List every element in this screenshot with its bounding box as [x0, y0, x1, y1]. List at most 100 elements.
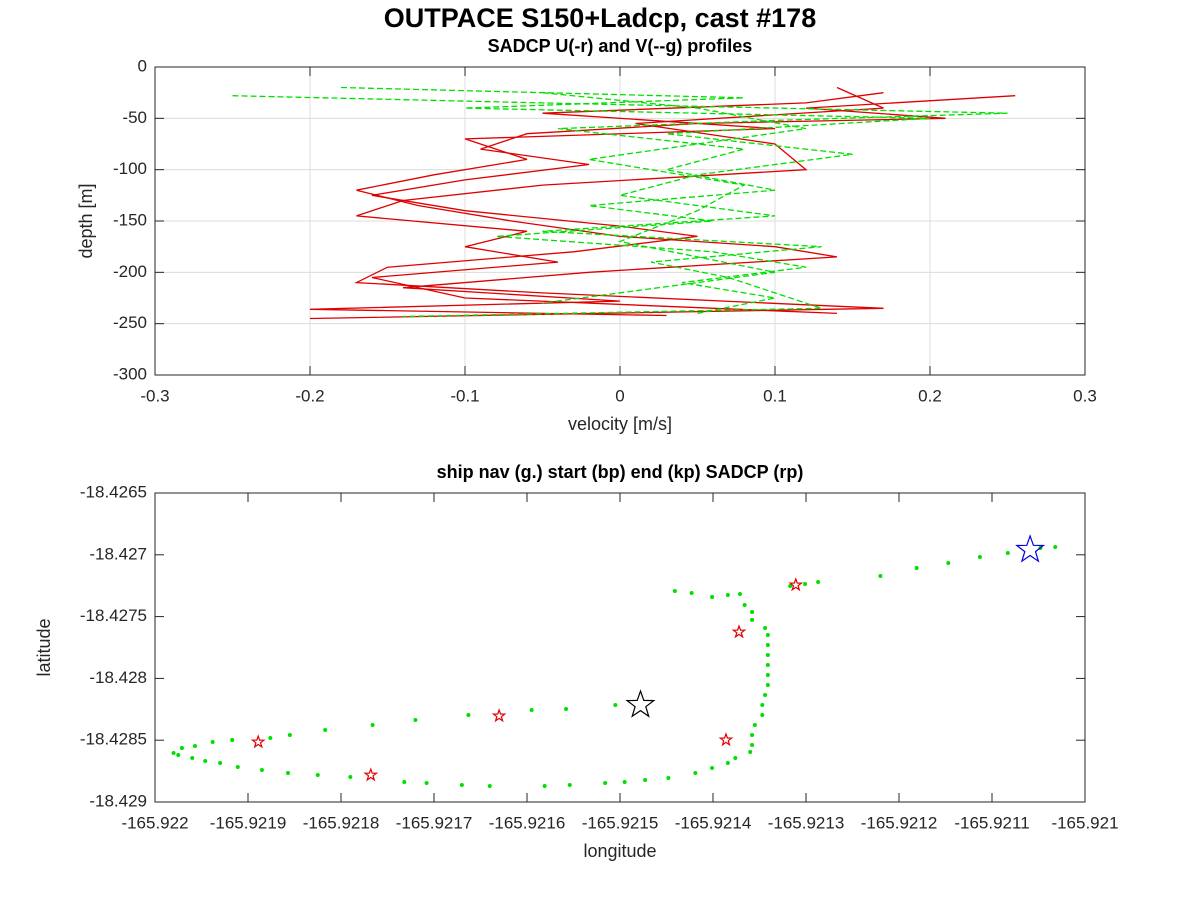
nav-point [1005, 550, 1010, 555]
nav-point [268, 735, 273, 740]
nav-point [672, 589, 677, 594]
nav-point [171, 751, 176, 756]
nav-point [737, 591, 742, 596]
nav-point [529, 708, 534, 713]
nav-point [192, 744, 197, 749]
nav-point [765, 633, 770, 638]
nav-point [487, 784, 492, 789]
y-tick-label: -18.428 [89, 668, 147, 687]
nav-point [613, 702, 618, 707]
x-tick-label: -165.9215 [582, 813, 659, 832]
profile-line [542, 92, 807, 304]
x-axis-label: longitude [583, 841, 656, 861]
nav-point [666, 776, 671, 781]
nav-point [977, 555, 982, 560]
nav-point [287, 733, 292, 738]
y-tick-label: -100 [113, 159, 147, 178]
x-tick-label: 0.1 [763, 386, 787, 405]
nav-point [760, 712, 765, 717]
y-tick-label: -18.429 [89, 791, 147, 810]
nav-point [742, 602, 747, 607]
y-tick-label: 0 [138, 56, 147, 75]
y-tick-label: -18.4265 [80, 482, 147, 501]
x-tick-label: -165.9216 [489, 813, 566, 832]
nav-point [370, 722, 375, 727]
profile-line [356, 86, 884, 315]
nav-point [315, 773, 320, 778]
plot-area [155, 493, 1085, 802]
nav-point [210, 740, 215, 745]
nav-point [946, 560, 951, 565]
profile-line [309, 92, 884, 317]
nav-point [733, 755, 738, 760]
nav-point [348, 775, 353, 780]
star-marker [363, 767, 379, 782]
nav-point [230, 737, 235, 742]
star-marker [718, 732, 734, 747]
nav-point [285, 770, 290, 775]
profile-line [309, 95, 1016, 320]
x-tick-label: 0.3 [1073, 386, 1097, 405]
axes-title: ship nav (g.) start (bp) end (kp) SADCP … [437, 462, 804, 482]
nav-point [788, 583, 793, 588]
nav-point [603, 780, 608, 785]
nav-point [190, 755, 195, 760]
star-marker [731, 624, 747, 639]
nav-point [567, 782, 572, 787]
nav-point [752, 722, 757, 727]
figure-title: OUTPACE S150+Ladcp, cast #178 [384, 3, 816, 33]
nav-point [763, 692, 768, 697]
nav-point [765, 653, 770, 658]
y-tick-label: -50 [122, 108, 147, 127]
nav-point [765, 672, 770, 677]
nav-point [176, 753, 181, 758]
nav-point [235, 765, 240, 770]
star-marker [788, 577, 804, 592]
x-tick-label: -165.9219 [210, 813, 287, 832]
nav-point [218, 760, 223, 765]
nav-point [914, 566, 919, 571]
nav-point [179, 745, 184, 750]
x-tick-label: -165.9214 [675, 813, 752, 832]
axes-box [154, 492, 1086, 803]
y-tick-label: -150 [113, 210, 147, 229]
nav-point [542, 784, 547, 789]
nav-point [424, 780, 429, 785]
axes-title: SADCP U(-r) and V(--g) profiles [488, 36, 753, 56]
x-tick-label: -165.922 [121, 813, 188, 832]
x-tick-label: -165.9217 [396, 813, 473, 832]
nav-point [710, 766, 715, 771]
nav-point [878, 574, 883, 579]
nav-point [725, 592, 730, 597]
y-axis-label: latitude [34, 618, 54, 676]
nav-point [323, 727, 328, 732]
x-tick-label: -165.9211 [954, 813, 1029, 832]
x-tick-label: -165.9218 [303, 813, 380, 832]
nav-point [203, 758, 208, 763]
y-tick-label: -200 [113, 262, 147, 281]
nav-point [750, 733, 755, 738]
nav-point [1053, 545, 1058, 550]
nav-point [816, 579, 821, 584]
nav-point [748, 749, 753, 754]
nav-point [689, 590, 694, 595]
nav-point [765, 663, 770, 668]
x-tick-label: -165.921 [1051, 813, 1118, 832]
nav-point [710, 594, 715, 599]
nav-point [259, 767, 264, 772]
nav-point [564, 707, 569, 712]
x-tick-label: -165.9212 [861, 813, 938, 832]
nav-point [402, 779, 407, 784]
star-marker [250, 734, 266, 749]
nav-point [760, 702, 765, 707]
y-tick-label: -18.427 [89, 544, 147, 563]
nav-point [803, 581, 808, 586]
nav-point [466, 712, 471, 717]
nav-point [622, 779, 627, 784]
nav-point [643, 777, 648, 782]
nav-point [765, 643, 770, 648]
x-tick-label: -0.3 [140, 386, 169, 405]
nav-point [750, 610, 755, 615]
y-tick-label: -300 [113, 364, 147, 383]
